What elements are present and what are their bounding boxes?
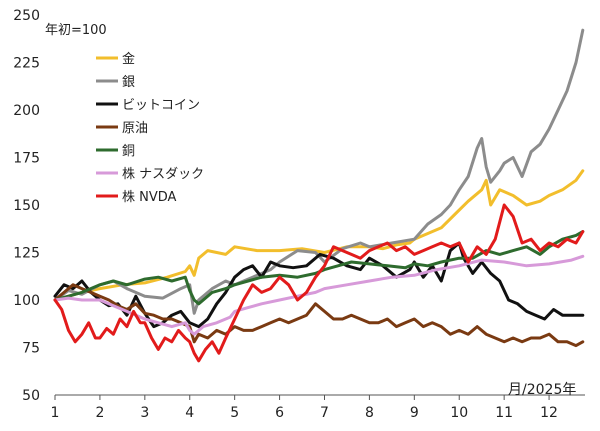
y-tick-label: 50	[22, 388, 40, 404]
series-line	[53, 28, 585, 315]
legend-label: 銅	[122, 144, 135, 159]
legend-label: 株 ナスダック	[122, 167, 204, 182]
x-axis-label: 月/2025年	[508, 382, 576, 398]
legend-label: ビットコイン	[122, 98, 200, 113]
x-tick-label: 3	[140, 405, 149, 421]
legend-label: 株 NVDA	[122, 190, 177, 205]
series-line	[53, 203, 585, 363]
y-tick-label: 150	[13, 198, 40, 214]
y-tick-label: 75	[22, 341, 40, 357]
x-tick-label: 11	[495, 405, 513, 421]
note-text: 年初=100	[45, 23, 107, 38]
x-tick-label: 9	[410, 405, 419, 421]
series-layer	[53, 28, 585, 363]
x-tick-label: 7	[320, 405, 329, 421]
legend-label: 銀	[122, 75, 135, 90]
series-line	[53, 254, 585, 336]
y-tick-label: 250	[13, 8, 40, 24]
y-tick-label: 100	[13, 293, 40, 309]
y-tick-label: 175	[13, 151, 40, 167]
series-line	[53, 241, 585, 329]
y-tick-label: 125	[13, 246, 40, 262]
x-tick-label: 5	[230, 405, 239, 421]
x-tick-label: 12	[540, 405, 558, 421]
x-tick-label: 6	[275, 405, 284, 421]
legend-label: 原油	[122, 121, 148, 136]
series-line	[53, 283, 585, 348]
series-line	[53, 230, 585, 306]
y-tick-label: 225	[13, 56, 40, 72]
x-tick-label: 2	[95, 405, 104, 421]
x-tick-label: 4	[185, 405, 194, 421]
x-tick-label: 1	[51, 405, 60, 421]
x-tick-label: 8	[365, 405, 374, 421]
y-tick-label: 200	[13, 103, 40, 119]
legend-label: 金	[122, 51, 135, 67]
x-tick-label: 10	[450, 405, 468, 421]
